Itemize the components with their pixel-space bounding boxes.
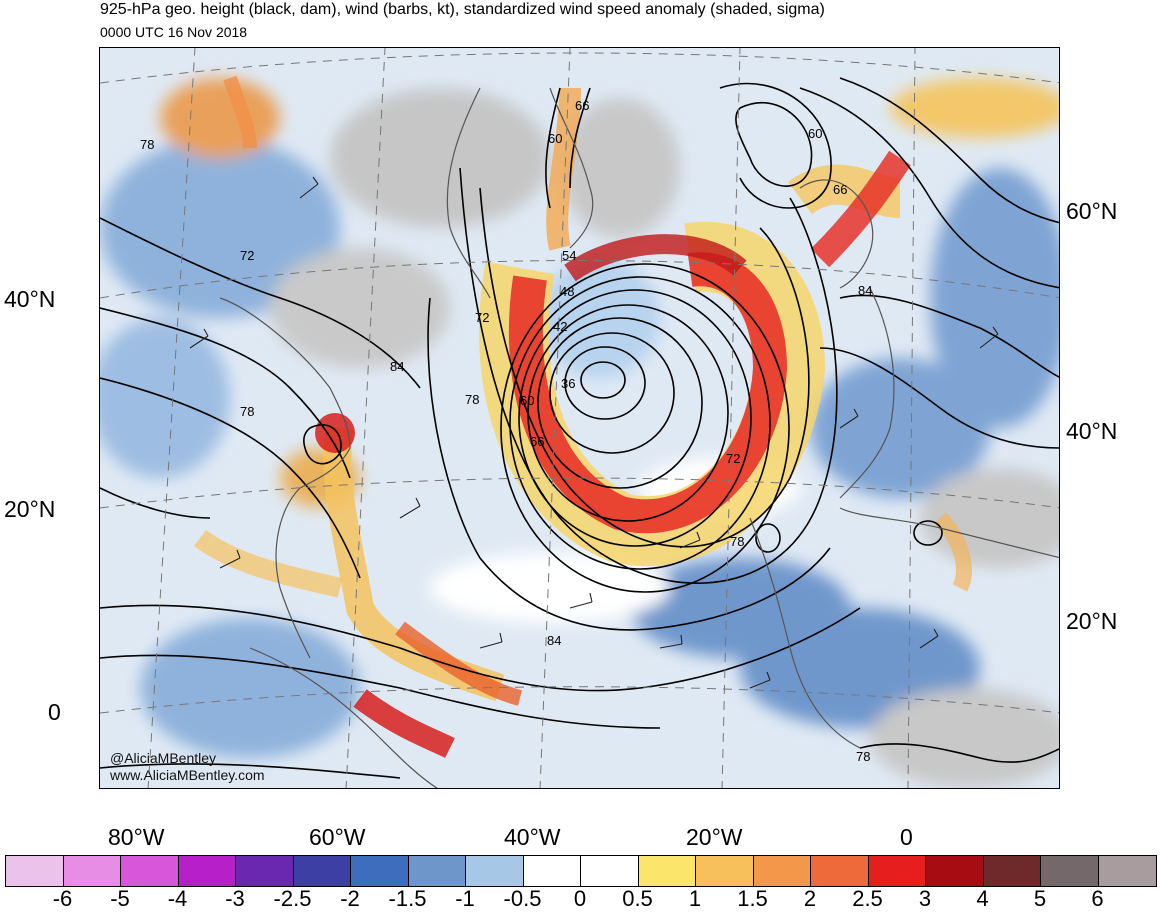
wind-barbs bbox=[189, 176, 999, 689]
colorbar-swatch bbox=[408, 856, 466, 886]
colorbar-swatch bbox=[6, 856, 64, 886]
anomaly-field bbox=[100, 78, 1059, 788]
contour-label: 48 bbox=[560, 284, 574, 299]
colorbar-label: -5 bbox=[110, 886, 130, 911]
colorbar-swatch bbox=[983, 856, 1041, 886]
lon-label: 40°W bbox=[504, 824, 561, 850]
colorbar-swatch bbox=[1098, 856, 1156, 886]
contour-label: 78 bbox=[730, 534, 744, 549]
colorbar-swatch bbox=[178, 856, 236, 886]
map-canvas: 66 60 60 54 48 42 36 60 66 72 78 78 72 8… bbox=[100, 48, 1059, 788]
lat-label-right: 40°N bbox=[1066, 418, 1118, 444]
colorbar-swatch bbox=[63, 856, 121, 886]
colorbar-label: 0.5 bbox=[622, 886, 653, 911]
colorbar-label: 0 bbox=[573, 886, 587, 911]
colorbar-label: -1 bbox=[455, 886, 475, 911]
colorbar-label: -0.5 bbox=[503, 886, 542, 911]
colorbar-label: -6 bbox=[52, 886, 73, 911]
contour-label: 60 bbox=[808, 126, 822, 141]
graticule bbox=[100, 48, 1059, 788]
colorbar-swatch bbox=[351, 856, 409, 886]
lat-label-left: 20°N bbox=[4, 496, 56, 522]
colorbar-swatch bbox=[696, 856, 754, 886]
colorbar-swatch bbox=[523, 856, 581, 886]
contour-label: 66 bbox=[833, 182, 847, 197]
colorbar-swatch bbox=[581, 856, 639, 886]
colorbar-label: 3 bbox=[918, 886, 932, 911]
coastlines bbox=[219, 87, 1059, 788]
colorbar-swatch bbox=[926, 856, 984, 886]
contour-label-group: 66 60 60 54 48 42 36 60 66 72 78 78 72 8… bbox=[140, 98, 872, 764]
colorbar-label: 2.5 bbox=[852, 886, 883, 911]
lon-label: 60°W bbox=[309, 824, 366, 850]
colorbar-label: 1 bbox=[688, 886, 702, 911]
lat-label-right: 60°N bbox=[1066, 198, 1118, 224]
colorbar-label: 2 bbox=[803, 886, 817, 911]
colorbar-swatch bbox=[1041, 856, 1099, 886]
contour-label: 36 bbox=[561, 376, 575, 391]
credit-website: www.AliciaMBentley.com bbox=[110, 767, 265, 783]
lat-label-right: 20°N bbox=[1066, 608, 1118, 634]
contour-label: 78 bbox=[465, 392, 479, 407]
colorbar-label: -3 bbox=[225, 886, 245, 911]
contour-label: 42 bbox=[553, 319, 567, 334]
colorbar-label: -1.5 bbox=[388, 886, 427, 911]
colorbar-label: 1.5 bbox=[737, 886, 768, 911]
contour-label: 72 bbox=[240, 248, 254, 263]
colorbar-label: 6 bbox=[1091, 886, 1104, 911]
colorbar-label: 5 bbox=[1033, 886, 1047, 911]
lon-label: 80°W bbox=[108, 824, 165, 850]
colorbar-label: 4 bbox=[976, 886, 989, 911]
chart-title: 925-hPa geo. height (black, dam), wind (… bbox=[100, 1, 825, 18]
contour-label: 60 bbox=[548, 131, 562, 146]
colorbar-swatch bbox=[753, 856, 811, 886]
contour-label: 60 bbox=[520, 393, 534, 408]
contour-label: 78 bbox=[240, 404, 254, 419]
colorbar-swatch bbox=[121, 856, 179, 886]
lon-label: 20°W bbox=[686, 824, 743, 850]
contour-label: 84 bbox=[390, 359, 404, 374]
lon-label: 0 bbox=[900, 824, 913, 850]
colorbar-swatch bbox=[293, 856, 351, 886]
valid-time: 0000 UTC 16 Nov 2018 bbox=[100, 24, 248, 40]
lat-label-left: 0 bbox=[48, 699, 61, 725]
colorbar-label: -2 bbox=[340, 886, 360, 911]
colorbar-swatch bbox=[466, 856, 524, 886]
contour-label: 66 bbox=[530, 434, 544, 449]
contour-label: 66 bbox=[575, 98, 589, 113]
credit-handle: @AliciaMBentley bbox=[110, 750, 217, 766]
colorbar-swatch bbox=[868, 856, 926, 886]
weather-map: 66 60 60 54 48 42 36 60 66 72 78 78 72 8… bbox=[99, 47, 1060, 789]
contour-label: 78 bbox=[140, 137, 154, 152]
colorbar bbox=[5, 855, 1157, 887]
colorbar-swatch bbox=[811, 856, 869, 886]
contour-label: 78 bbox=[856, 749, 870, 764]
colorbar-label: -2.5 bbox=[273, 886, 312, 911]
contour-label: 72 bbox=[475, 310, 489, 325]
colorbar-swatch bbox=[638, 856, 696, 886]
wind-jet-shading bbox=[194, 75, 972, 758]
contour-label: 54 bbox=[562, 248, 576, 263]
colorbar-swatch bbox=[236, 856, 294, 886]
colorbar-label: -4 bbox=[167, 886, 188, 911]
contour-label: 72 bbox=[726, 451, 740, 466]
lat-label-left: 40°N bbox=[4, 286, 56, 312]
height-contours bbox=[100, 77, 1059, 779]
contour-label: 84 bbox=[858, 283, 872, 298]
contour-label: 84 bbox=[547, 633, 561, 648]
